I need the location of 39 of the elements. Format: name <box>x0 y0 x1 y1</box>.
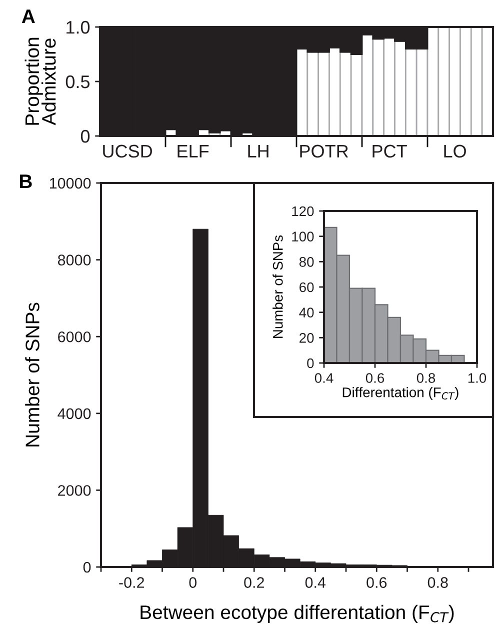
x-tick-label: 0.6 <box>366 373 384 383</box>
x-tick-label: UCSD <box>103 144 152 158</box>
x-axis-title: Differentation (F$_{CT}$) <box>342 387 458 400</box>
x-tick-label: 0.4 <box>314 373 334 383</box>
x-tick-label: POTR <box>300 144 348 158</box>
x-tick-label: PCT <box>372 144 407 158</box>
x-tick-label: 0.4 <box>305 577 326 588</box>
y-axis-title: Proportion Admixture <box>24 38 56 126</box>
y-tick-label: 6000 <box>58 331 91 342</box>
y-tick-label: 1.0 <box>66 20 90 34</box>
x-tick-label: -0.2 <box>119 577 144 588</box>
y-tick-label: 8000 <box>58 254 91 266</box>
x-tick-label: 0.6 <box>366 577 387 588</box>
y-tick-label: 2000 <box>58 485 91 496</box>
y-tick-label: 40 <box>299 308 314 318</box>
y-tick-label: 0 <box>80 130 90 143</box>
y-tick-label: 0.5 <box>66 75 90 88</box>
y-axis-title: Number of SNPs <box>25 302 40 446</box>
x-axis-title: Between ecotype differentation (F$_{CT}$) <box>140 604 454 623</box>
y-tick-label: 60 <box>300 282 314 292</box>
y-tick-label: 10000 <box>50 178 91 189</box>
x-tick-label: 0 <box>189 577 197 588</box>
y-tick-label: 100 <box>292 232 314 242</box>
x-tick-label: 0.2 <box>244 577 264 588</box>
x-tick-label: LH <box>248 144 268 158</box>
y-axis-title: Number of SNPs <box>272 235 283 338</box>
y-tick-label: 80 <box>299 257 314 267</box>
chart-title: B <box>20 174 32 188</box>
y-tick-label: 20 <box>300 333 314 343</box>
y-tick-label: 4000 <box>58 408 91 420</box>
x-tick-label: LO <box>444 144 466 158</box>
x-tick-label: 1.0 <box>468 373 486 383</box>
y-tick-label: 120 <box>292 206 314 216</box>
x-tick-label: 0.8 <box>416 373 436 383</box>
y-tick-label: 0 <box>307 358 314 368</box>
x-tick-label: 0.8 <box>428 577 448 588</box>
x-tick-label: ELF <box>178 144 209 158</box>
y-tick-label: 0 <box>83 562 91 573</box>
chart-title: A <box>22 10 35 23</box>
